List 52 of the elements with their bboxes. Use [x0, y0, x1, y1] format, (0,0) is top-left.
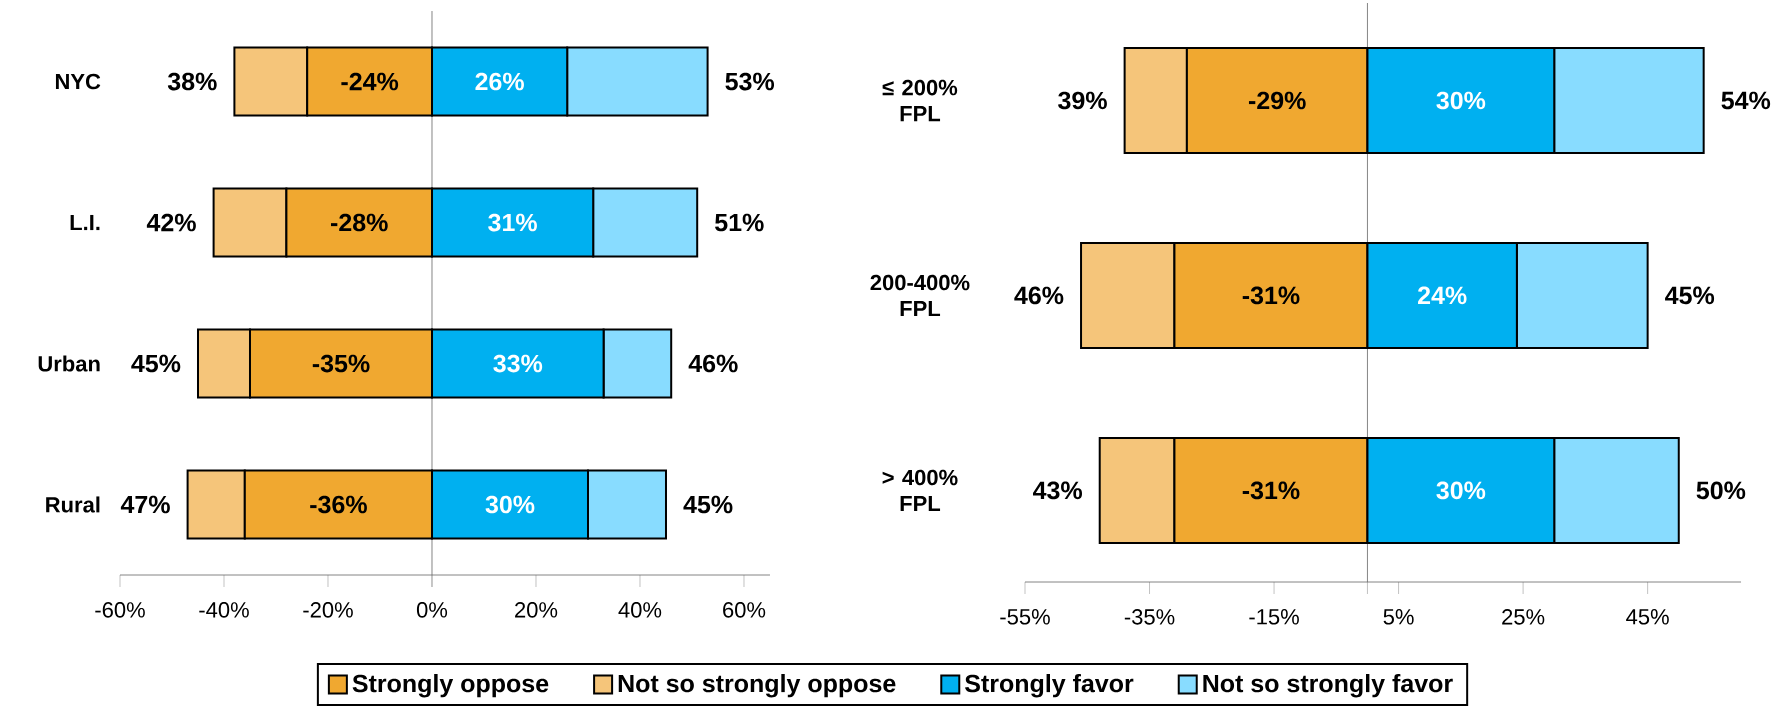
y-tick-label: ≤ 200% FPL [882, 79, 958, 122]
x-tick-label: 40% [618, 602, 662, 618]
annotation: 43% [1033, 481, 1082, 500]
x-tick-label: -60% [95, 602, 145, 618]
annotation: 53% [725, 72, 775, 91]
data-label: -28% [330, 213, 388, 232]
y-tick-label: > 400% FPL [882, 469, 958, 512]
y-tick-label: NYC [55, 73, 101, 90]
legend-label: Not so strongly oppose [618, 673, 896, 698]
x-tick-label: 60% [723, 602, 766, 618]
x-tick-label: -40% [199, 602, 249, 618]
y-tick-label: 200-400% FPL [870, 274, 970, 317]
data-label: 30% [485, 495, 535, 514]
data-label: 30% [1436, 91, 1486, 110]
annotation: 45% [131, 354, 181, 373]
data-label: -24% [341, 72, 399, 91]
data-label: -35% [312, 354, 370, 373]
y-tick-label: Urban [38, 355, 100, 372]
x-tick-label: 5% [1383, 609, 1414, 625]
data-label: 24% [1418, 286, 1467, 305]
legend-label: Not so strongly favor [1203, 673, 1453, 698]
annotation: 42% [146, 213, 196, 232]
legend-label: Strongly favor [964, 673, 1134, 698]
data-label: 26% [475, 72, 524, 91]
annotation: 47% [120, 495, 170, 514]
data-label: 33% [493, 354, 543, 373]
data-label: -31% [1242, 481, 1300, 500]
x-tick-label: 0% [416, 602, 448, 618]
annotation: 51% [715, 213, 764, 232]
annotation: 46% [688, 354, 738, 373]
x-tick-label: -55% [1000, 609, 1050, 625]
annotation: 45% [1665, 286, 1715, 305]
data-label: -31% [1242, 286, 1300, 305]
y-tick-label: Rural [46, 496, 100, 513]
annotation: 38% [167, 72, 217, 91]
annotation: 54% [1721, 91, 1771, 110]
legend-label: Strongly oppose [352, 673, 549, 698]
annotation: 45% [683, 495, 733, 514]
x-tick-label: -15% [1249, 609, 1299, 625]
data-label: -36% [310, 495, 367, 514]
x-tick-label: 20% [515, 602, 558, 618]
annotation: 39% [1058, 91, 1107, 110]
annotation: 46% [1014, 286, 1064, 305]
x-tick-label: -20% [303, 602, 353, 618]
x-tick-label: 25% [1502, 609, 1545, 625]
data-label: -29% [1248, 91, 1306, 110]
data-label: 30% [1436, 481, 1486, 500]
x-tick-label: -35% [1124, 609, 1175, 625]
y-tick-label: L.I. [70, 214, 100, 231]
data-label: 31% [488, 213, 537, 232]
annotation: 50% [1696, 481, 1746, 500]
x-tick-label: 45% [1626, 609, 1669, 625]
